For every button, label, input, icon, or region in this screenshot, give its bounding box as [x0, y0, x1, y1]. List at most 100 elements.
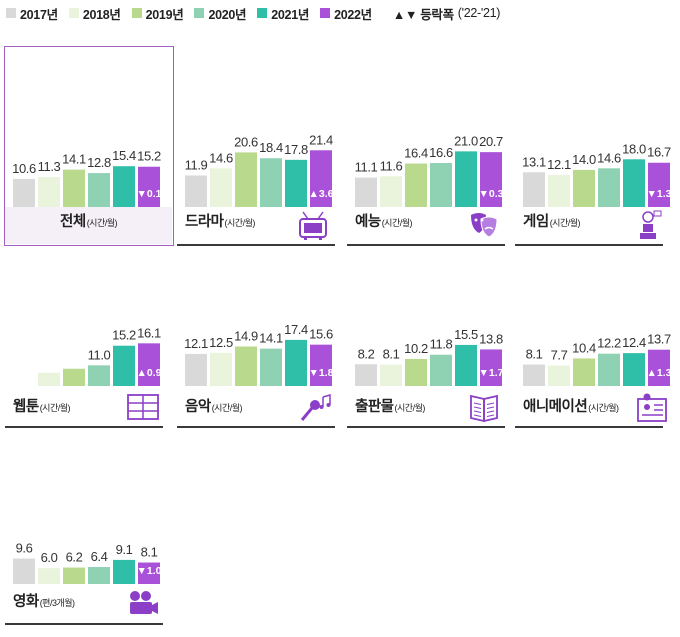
panel-0: 10.6 11.3 14.1 12.8 15.4 15.2 ▼0.1 전체(시간/월) [5, 0, 165, 637]
panel-underline [347, 244, 505, 246]
bar [380, 364, 402, 386]
legend-note-label: ▲▼ 등락폭 [392, 7, 454, 22]
value-label: 8.1 [141, 545, 158, 560]
value-label: 18.4 [259, 140, 283, 155]
panel-1: 11.9 14.6 20.6 18.4 17.8 21.4 ▲3.6 드라마(시간/월) [177, 0, 337, 637]
bar-chart: 13.1 12.1 14.0 14.618.0 16.7 ▼1.3 [522, 141, 672, 239]
value-label: 11.6 [380, 158, 403, 173]
value-label: 13.7 [647, 332, 671, 347]
value-label: 11.8 [430, 337, 453, 352]
change-label: ▼0.3 [479, 188, 504, 200]
total-panel-highlight-border [4, 46, 174, 246]
value-label: 13.8 [479, 331, 503, 346]
value-label: 16.6 [429, 145, 453, 160]
panel-title-name: 영화 [13, 594, 39, 610]
panel-title: 음악(시간/월) [185, 395, 243, 416]
bar [523, 364, 545, 386]
change-label: ▲3.6 [309, 188, 334, 200]
value-label: 6.4 [91, 549, 108, 564]
panel-title-name: 게임 [523, 214, 549, 230]
bar [235, 346, 257, 386]
bar [88, 567, 110, 584]
bar [185, 353, 207, 386]
legend-swatch [257, 8, 268, 18]
panel-title-unit: (시간/월) [39, 403, 71, 413]
legend-item: 2019년 [131, 4, 184, 23]
bar-chart: 8.2 8.1 10.2 11.815.5 13.8 ▼1.7 [355, 327, 504, 423]
panel-title-unit: (시간/월) [549, 218, 581, 228]
panel-4: 11.0 15.2 16.1 ▲0.9 웹툰(시간/월) [5, 0, 165, 637]
bar [260, 158, 282, 207]
value-label: 12.8 [87, 155, 111, 170]
value-label: 12.1 [547, 157, 571, 172]
bar [38, 568, 60, 584]
panel-title-unit: (시간/월) [211, 403, 243, 413]
bar [455, 344, 477, 386]
value-label: 9.1 [116, 542, 133, 557]
change-label: ▼1.0 [137, 565, 162, 577]
value-label: 7.7 [551, 348, 568, 363]
value-label: 8.1 [526, 347, 543, 362]
bar [285, 339, 307, 386]
microphone-icon [300, 394, 331, 421]
value-label: 17.8 [284, 142, 308, 157]
value-label: 15.4 [112, 148, 136, 163]
bar [548, 174, 570, 207]
value-label: 14.0 [572, 152, 596, 167]
legend-swatch [320, 8, 331, 18]
panel-title-name: 애니메이션 [523, 399, 588, 415]
bar [405, 358, 427, 386]
bar-chart: 11.9 14.620.6 18.4 17.821.4 ▲3.6 [185, 132, 334, 240]
bar [113, 559, 135, 584]
panel-title-unit: (시간/월) [394, 403, 426, 413]
panel-underline [5, 426, 163, 428]
legend-swatch [194, 8, 205, 18]
value-label: 12.5 [209, 335, 233, 350]
panel-title-name: 전체 [60, 214, 86, 230]
change-label: ▲0.9 [137, 367, 162, 379]
change-label: ▼1.7 [479, 367, 504, 379]
bar [13, 558, 35, 584]
legend-note-range: ('22-'21) [457, 6, 501, 20]
panel-title-name: 출판물 [355, 399, 394, 415]
bar [138, 562, 160, 584]
value-label: 11.0 [88, 347, 111, 362]
bar [623, 159, 645, 207]
bar [573, 358, 595, 386]
value-label: 14.1 [62, 152, 86, 167]
panel-title-unit: (시간/월) [588, 403, 619, 413]
panel-title-name: 드라마 [185, 214, 224, 230]
legend-item: 2020년 [194, 4, 247, 23]
value-label: 16.1 [137, 325, 161, 340]
panel-title-unit: (시간/월) [224, 218, 256, 228]
change-label: ▼1.3 [647, 188, 672, 200]
bar [430, 354, 452, 386]
panel-underline [515, 244, 663, 246]
value-label: 6.0 [41, 550, 58, 565]
tv-icon [299, 211, 327, 240]
bar [63, 567, 85, 584]
value-label: 10.2 [404, 341, 428, 356]
legend-swatch [131, 8, 142, 18]
value-label: 13.1 [522, 154, 546, 169]
panel-3: 13.1 12.1 14.0 14.6 18.0 16.7 ▼1.3 게임(시간/월) [515, 0, 675, 637]
bar [648, 162, 670, 207]
bar [648, 349, 670, 386]
bar [13, 178, 35, 207]
value-label: 16.4 [404, 146, 428, 161]
value-label: 18.0 [622, 141, 646, 156]
book-icon [470, 394, 498, 423]
bar [63, 169, 85, 207]
panel-title: 게임(시간/월) [523, 210, 581, 231]
value-label: 11.1 [355, 160, 378, 175]
legend-label: 2018년 [82, 7, 121, 22]
value-label: 21.4 [309, 132, 333, 147]
value-label: 16.7 [647, 145, 671, 160]
value-label: 14.9 [234, 329, 258, 344]
bar [260, 348, 282, 386]
panel-title: 웹툰(시간/월) [13, 395, 71, 416]
value-label: 20.7 [479, 134, 503, 149]
legend-item: 2022년 [320, 4, 372, 23]
value-label: 14.6 [209, 150, 233, 165]
animation-card-icon [637, 393, 667, 422]
